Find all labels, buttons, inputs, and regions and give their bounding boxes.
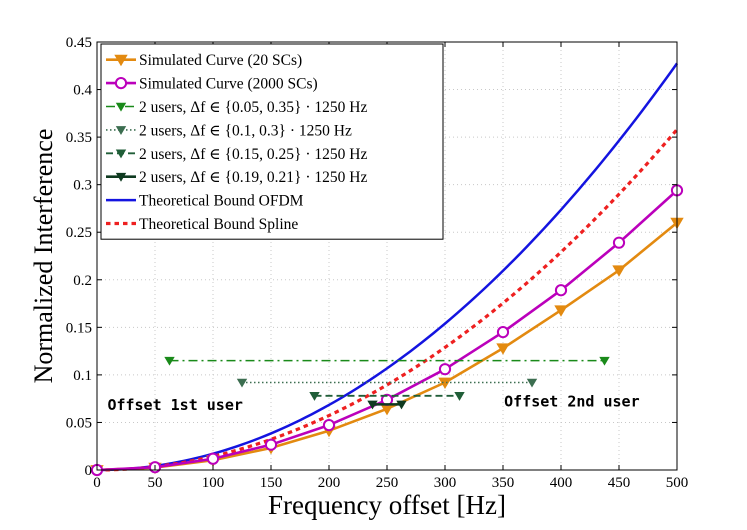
series-4 (309, 392, 465, 401)
axis-ticks: 0 50 100 150 200 250 300 350 400 450 500 0 0.05 0.1 0.… (66, 35, 689, 491)
x-tick-label: 450 (608, 475, 631, 491)
y-tick-label: 0.4 (73, 83, 92, 99)
legend-entry: 2 users, Δf ∈ {0.1, 0.3} · 1250 Hz (106, 122, 352, 139)
y-tick-label: 0.45 (66, 35, 92, 51)
data-point (322, 419, 336, 432)
x-tick-label: 0 (93, 475, 101, 491)
y-tick-label: 0.1 (73, 368, 92, 384)
series-6 (96, 62, 679, 472)
series-2 (164, 356, 610, 366)
legend-entry: Simulated Curve (2000 SCs) (106, 76, 318, 93)
legend-label: 2 users, Δf ∈ {0.05, 0.35} · 1250 Hz (139, 99, 367, 116)
data-point (164, 356, 175, 366)
data-point (554, 305, 568, 317)
plot-area (90, 62, 684, 477)
legend-marker (115, 102, 127, 112)
legend-label: 2 users, Δf ∈ {0.1, 0.3} · 1250 Hz (139, 122, 352, 139)
data-point (396, 400, 407, 410)
y-tick-label: 0.05 (66, 415, 92, 431)
legend-entry: Simulated Curve (20 SCs) (106, 52, 302, 69)
legend-box (100, 43, 444, 240)
y-tick-label: 0.2 (73, 273, 92, 289)
series-line (96, 62, 679, 472)
data-point (236, 378, 248, 388)
data-point (612, 236, 626, 249)
y-tick-label: 0.25 (66, 225, 92, 241)
legend-label: Simulated Curve (20 SCs) (139, 52, 302, 69)
legend-marker (114, 77, 128, 90)
x-axis-label: Frequency offset [Hz] (268, 490, 506, 520)
legend-label: Simulated Curve (2000 SCs) (139, 76, 318, 93)
annotation-text: Offset 2nd user (504, 392, 639, 410)
x-tick-label: 500 (666, 475, 689, 491)
annotation-text: Offset 1st user (107, 396, 242, 414)
legend-marker (114, 54, 128, 67)
legend-marker (115, 126, 127, 135)
x-tick-label: 200 (318, 475, 341, 491)
y-tick-label: 0.35 (66, 130, 92, 146)
data-point (264, 438, 278, 451)
x-tick-label: 350 (492, 475, 515, 491)
y-axis-label: Normalized Interference (29, 129, 58, 384)
y-tick-label: 0.3 (73, 178, 92, 194)
legend-marker (115, 172, 127, 182)
data-point (496, 325, 510, 339)
legend-entry: Theoretical Bound Spline (106, 216, 298, 233)
data-point (496, 343, 510, 355)
annotations: Offset 1st user Offset 2nd user (107, 392, 639, 414)
y-tick-label: 0.15 (66, 320, 92, 336)
series-5 (367, 400, 407, 410)
legend-marker (115, 149, 127, 159)
legend: Simulated Curve (20 SCs) Simulated Curve … (100, 43, 444, 240)
data-point (599, 356, 610, 366)
x-tick-label: 150 (260, 475, 283, 491)
legend-label: 2 users, Δf ∈ {0.19, 0.21} · 1250 Hz (139, 169, 367, 186)
data-point (454, 392, 465, 401)
data-point (554, 284, 568, 297)
data-point (309, 392, 320, 401)
y-tick-label: 0 (85, 463, 93, 479)
legend-entry: 2 users, Δf ∈ {0.15, 0.25} · 1250 Hz (106, 146, 367, 163)
series-3 (236, 378, 538, 388)
data-point (526, 378, 538, 388)
x-tick-label: 300 (434, 475, 457, 491)
legend-label: 2 users, Δf ∈ {0.15, 0.25} · 1250 Hz (139, 146, 367, 163)
data-point (206, 452, 220, 465)
legend-entry: 2 users, Δf ∈ {0.19, 0.21} · 1250 Hz (106, 169, 367, 186)
x-tick-label: 50 (148, 475, 163, 491)
x-tick-label: 250 (376, 475, 399, 491)
x-tick-label: 100 (202, 475, 225, 491)
data-point (367, 400, 378, 410)
legend-entry: 2 users, Δf ∈ {0.05, 0.35} · 1250 Hz (106, 99, 367, 116)
legend-label: Theoretical Bound OFDM (139, 193, 304, 210)
legend-label: Theoretical Bound Spline (139, 216, 298, 233)
legend-entry: Theoretical Bound OFDM (106, 193, 304, 210)
data-point (612, 265, 626, 277)
series-1 (90, 184, 684, 477)
x-tick-label: 400 (550, 475, 573, 491)
data-point (438, 363, 452, 376)
